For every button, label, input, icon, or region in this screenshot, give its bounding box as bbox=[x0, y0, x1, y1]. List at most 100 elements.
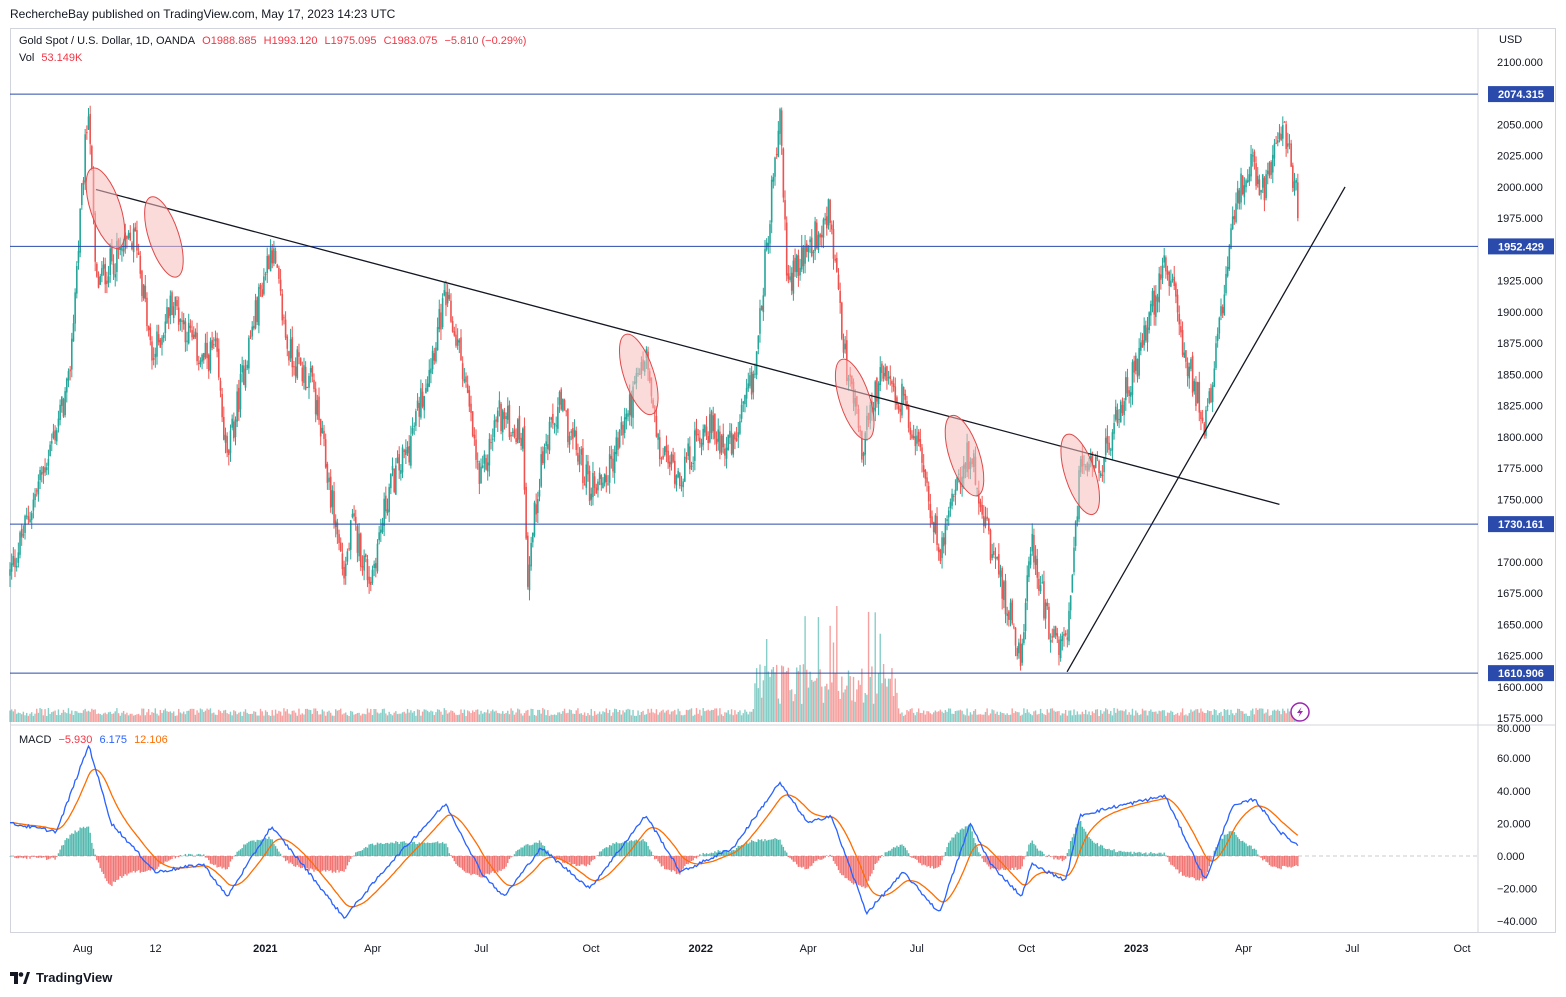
volume-bar bbox=[720, 714, 723, 722]
macd-hist-bar bbox=[167, 856, 170, 861]
volume-bar bbox=[1126, 714, 1129, 722]
candle-body bbox=[1231, 216, 1234, 229]
macd-hist-bar bbox=[588, 856, 591, 866]
macd-hist-bar bbox=[931, 856, 933, 867]
volume-bar bbox=[213, 712, 215, 722]
time-tick-label: Apr bbox=[1235, 943, 1252, 955]
candle-body bbox=[568, 435, 571, 445]
macd-hist-bar bbox=[632, 841, 634, 856]
macd-hist-bar bbox=[355, 852, 357, 856]
volume-bar bbox=[1211, 714, 1214, 722]
volume-bar bbox=[1171, 711, 1174, 722]
candle-body bbox=[1053, 629, 1055, 638]
volume-bar bbox=[41, 709, 43, 722]
macd-hist-bar bbox=[1049, 856, 1052, 857]
macd-hist-bar bbox=[254, 841, 257, 856]
macd-hist-bar bbox=[712, 853, 714, 856]
candle-body bbox=[20, 528, 23, 538]
macd-hist-bar bbox=[31, 856, 33, 857]
macd-hist-bar bbox=[298, 856, 300, 867]
volume-bar bbox=[1130, 714, 1132, 722]
price-tick-label: 2000.000 bbox=[1497, 182, 1543, 194]
volume-bar bbox=[381, 709, 384, 722]
candle-body bbox=[406, 446, 409, 454]
vol-label[interactable]: Vol bbox=[19, 52, 35, 64]
candle-body bbox=[1034, 555, 1037, 565]
candle-body bbox=[829, 200, 831, 223]
volume-bar bbox=[742, 713, 744, 722]
macd-hist-bar bbox=[366, 847, 369, 856]
volume-bar bbox=[1150, 709, 1152, 722]
candle-body bbox=[194, 331, 197, 338]
volume-bar bbox=[1056, 711, 1059, 722]
volume-bar bbox=[368, 712, 370, 722]
volume-bar bbox=[1093, 713, 1095, 722]
volume-bar bbox=[196, 710, 198, 722]
candle-body bbox=[197, 362, 200, 364]
volume-bar bbox=[907, 711, 910, 722]
volume-bar bbox=[978, 714, 980, 722]
candle-body bbox=[1261, 174, 1264, 188]
macd-hist-bar bbox=[856, 856, 858, 884]
macd-label[interactable]: MACD bbox=[19, 734, 52, 746]
macd-hist-bar bbox=[1039, 850, 1042, 856]
macd-hist-bar bbox=[81, 828, 83, 856]
volume-bar bbox=[22, 711, 25, 722]
macd-hist-bar bbox=[41, 856, 43, 858]
volume-bar bbox=[562, 711, 564, 722]
candle-body bbox=[15, 565, 18, 568]
macd-hist-bar bbox=[37, 856, 40, 858]
chart-frame[interactable] bbox=[10, 28, 1556, 933]
macd-hist-bar bbox=[430, 842, 432, 856]
candle-body bbox=[777, 130, 780, 157]
macd-hist-bar bbox=[899, 844, 901, 856]
candle-body bbox=[689, 446, 691, 470]
volume-bar bbox=[654, 713, 656, 722]
macd-hist-bar bbox=[321, 856, 324, 871]
macd-hist-bar bbox=[537, 843, 539, 856]
volume-bar bbox=[755, 668, 758, 722]
volume-bar bbox=[1041, 713, 1043, 722]
volume-bar bbox=[610, 715, 613, 722]
macd-hist-bar bbox=[906, 850, 908, 856]
candle-body bbox=[1114, 406, 1117, 420]
macd-hist-bar bbox=[613, 843, 616, 856]
macd-hist-bar bbox=[497, 856, 499, 873]
macd-hist-bar bbox=[1166, 856, 1169, 858]
volume-bar bbox=[632, 709, 634, 722]
candle-body bbox=[687, 443, 689, 457]
volume-bar bbox=[37, 712, 40, 722]
candle-body bbox=[506, 405, 509, 420]
volume-bar bbox=[1170, 710, 1172, 722]
macd-hist-bar bbox=[1230, 831, 1232, 856]
macd-hist-bar bbox=[485, 856, 487, 874]
candle-body bbox=[1186, 362, 1189, 377]
macd-hist-bar bbox=[448, 853, 450, 856]
macd-hist-bar bbox=[1295, 856, 1297, 866]
candle-body bbox=[620, 422, 623, 430]
volume-bar bbox=[775, 664, 778, 722]
macd-hist-bar bbox=[722, 850, 724, 856]
volume-bar bbox=[1158, 710, 1160, 722]
macd-hist-bar bbox=[97, 856, 100, 863]
candle-body bbox=[22, 534, 25, 536]
volume-bar bbox=[1210, 710, 1212, 722]
currency-label[interactable]: USD bbox=[1499, 34, 1523, 46]
volume-bar bbox=[66, 713, 68, 722]
volume-bar bbox=[871, 666, 873, 722]
candle-body bbox=[1150, 304, 1152, 316]
volume-bar bbox=[976, 714, 978, 722]
volume-bar bbox=[418, 709, 420, 722]
tradingview-footer[interactable]: TradingView bbox=[10, 970, 112, 985]
macd-hist-bar bbox=[934, 856, 937, 869]
macd-hist-bar bbox=[1014, 856, 1017, 868]
macd-hist-bar bbox=[587, 856, 589, 865]
volume-bar bbox=[709, 710, 711, 722]
candle-body bbox=[844, 343, 846, 350]
macd-hist-bar bbox=[62, 844, 65, 856]
macd-hist-bar bbox=[213, 856, 215, 866]
candle-body bbox=[134, 227, 137, 232]
volume-bar bbox=[226, 713, 228, 722]
symbol-title[interactable]: Gold Spot / U.S. Dollar, 1D, OANDA bbox=[19, 35, 196, 47]
